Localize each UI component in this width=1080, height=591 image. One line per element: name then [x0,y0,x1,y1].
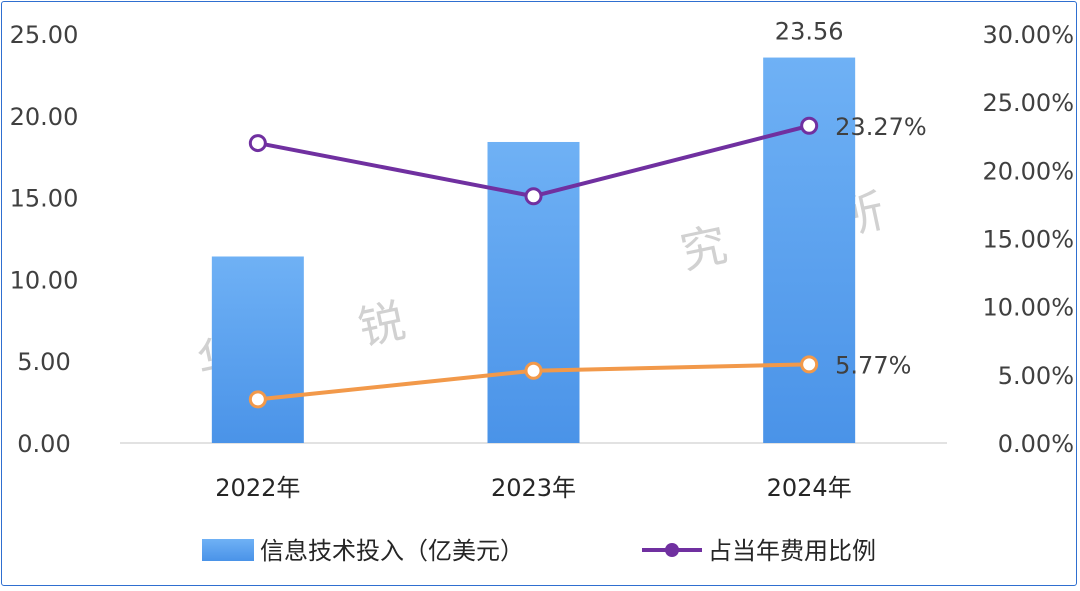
line-series [248,116,819,409]
left-axis-tick: 5.00 [17,348,70,376]
left-axis-tick: 20.00 [10,103,79,131]
legend-bar-swatch [202,539,254,561]
legend-line-marker [665,543,679,557]
purple-point [248,134,267,153]
right-axis-tick: 10.00% [982,294,1074,322]
orange-point [524,361,543,380]
orange-value-label: 5.77% [835,351,911,379]
orange-point [800,355,819,374]
watermark-char: 究 [676,217,732,279]
orange-point [248,390,267,409]
legend-line-label: 占当年费用比例 [708,537,876,565]
right-axis-tick: 15.00% [982,226,1074,254]
bar-series [211,57,856,443]
right-axis-tick: 30.00% [982,21,1074,49]
data-labels: 23.56 23.27% 5.77% [775,18,927,380]
right-axis-tick: 5.00% [998,362,1074,390]
right-axis-tick: 25.00% [982,89,1074,117]
purple-point [800,116,819,135]
left-axis: 0.00 5.00 10.00 15.00 20.00 25.00 [10,21,79,458]
category-label: 2022年 [215,474,300,502]
right-axis-tick: 20.00% [982,157,1074,185]
legend: 信息技术投入（亿美元） 占当年费用比例 [202,537,876,565]
bar [211,256,304,443]
purple-value-label: 23.27% [835,113,927,141]
watermark-char: 锐 [354,293,410,355]
left-axis-tick: 0.00 [17,430,70,458]
right-axis: 0.00% 5.00% 10.00% 15.00% 20.00% 25.00% 30.00% [982,21,1074,458]
left-axis-tick: 15.00 [10,185,79,213]
left-axis-tick: 10.00 [10,266,79,294]
category-labels: 2022年 2023年 2024年 [215,474,851,502]
legend-bar-label: 信息技术投入（亿美元） [260,537,524,565]
category-label: 2023年 [491,474,576,502]
left-axis-tick: 25.00 [10,21,79,49]
category-label: 2024年 [767,474,852,502]
bar-value-label: 23.56 [775,18,844,46]
right-axis-tick: 0.00% [998,430,1074,458]
purple-point [524,187,543,206]
